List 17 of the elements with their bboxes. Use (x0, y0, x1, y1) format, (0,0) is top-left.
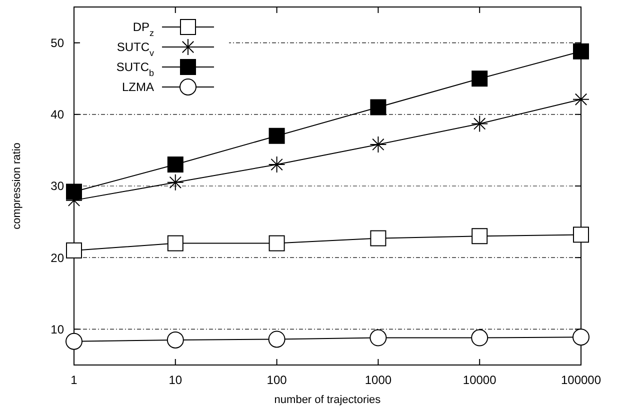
y-tick-label: 30 (50, 179, 64, 194)
x-tick-label: 10000 (462, 373, 497, 387)
y-tick-label: 20 (50, 250, 64, 265)
y-tick-label: 40 (50, 108, 64, 122)
y-tick-label: 50 (50, 36, 64, 50)
y-axis-title: compression ratio (11, 142, 23, 230)
x-axis-title: number of trajectories (274, 394, 382, 406)
legend-label: LZMA (122, 80, 154, 94)
x-tick-label: 100 (266, 373, 288, 387)
legend-label: SUTC$_{v}$ (116, 40, 154, 58)
legend-label: SUTC$_{b}$ (116, 60, 154, 78)
x-tick-label: 1000 (364, 373, 392, 387)
x-tick-label: 1 (70, 373, 78, 387)
x-tick-label: 100000 (560, 373, 602, 387)
x-tick-label: 10 (168, 373, 182, 387)
legend-label: DP$_{z}$ (132, 20, 154, 38)
y-tick-label: 10 (50, 322, 64, 336)
